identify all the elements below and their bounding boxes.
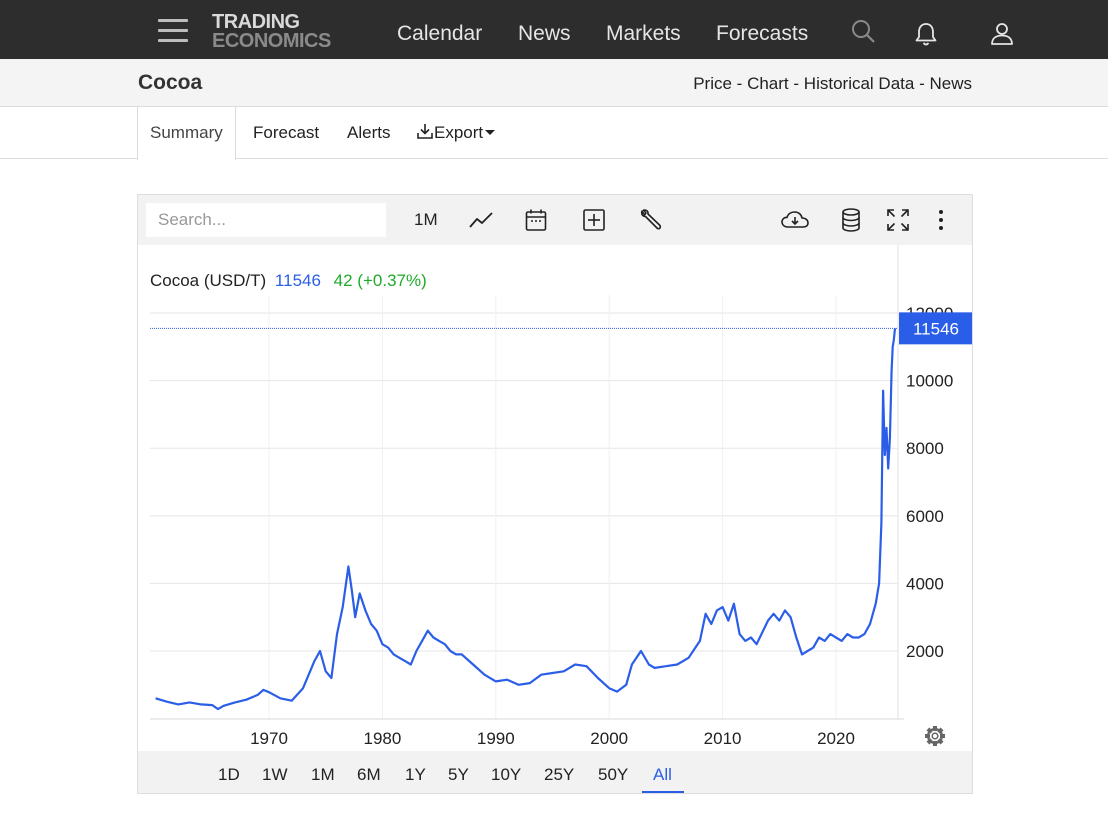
x-tick-label: 2000 — [590, 729, 628, 748]
tab-summary[interactable]: Summary — [137, 107, 236, 160]
subnav-news[interactable]: News — [929, 74, 972, 93]
line-chart-icon[interactable] — [468, 208, 494, 232]
legend-change: 42 (+0.37%) — [333, 271, 427, 290]
more-icon[interactable] — [936, 208, 946, 232]
y-tick-label: 6000 — [906, 507, 944, 526]
range-10y[interactable]: 10Y — [491, 765, 522, 784]
chart-legend: Cocoa (USD/T) 11546 42 (+0.37%) — [150, 271, 427, 291]
subnav-chart[interactable]: Chart — [747, 74, 789, 93]
range-1w[interactable]: 1W — [262, 765, 288, 784]
y-tick-label: 2000 — [906, 642, 944, 661]
subnav-price[interactable]: Price — [693, 74, 732, 93]
legend-last-price: 11546 — [274, 271, 321, 290]
fullscreen-icon[interactable] — [886, 208, 910, 232]
y-tick-label: 4000 — [906, 574, 944, 593]
y-tick-label: 8000 — [906, 439, 944, 458]
tab-export[interactable]: Export — [416, 107, 496, 159]
x-tick-label: 2010 — [704, 729, 742, 748]
range-6m[interactable]: 6M — [357, 765, 381, 784]
tab-forecast[interactable]: Forecast — [253, 123, 320, 142]
chart-panel: 1M — [137, 194, 973, 794]
range-5y[interactable]: 5Y — [448, 765, 469, 784]
price-chart[interactable]: 2000400060008000100001200019701980199020… — [138, 245, 972, 751]
subnav-separator: - — [919, 74, 925, 93]
download-icon — [417, 124, 433, 139]
sub-navigation: Price - Chart - Historical Data - News — [693, 74, 972, 94]
last-value-badge — [899, 312, 972, 345]
top-navbar: TRADING ECONOMICS Calendar News Markets … — [0, 0, 1108, 59]
range-1d[interactable]: 1D — [218, 765, 240, 784]
range-25y[interactable]: 25Y — [544, 765, 575, 784]
sub-header: Cocoa Price - Chart - Historical Data - … — [0, 59, 1108, 107]
range-selector: 1D 1W 1M 6M 1Y 5Y 10Y 25Y 50Y All — [138, 751, 972, 793]
subnav-historical-data[interactable]: Historical Data — [803, 74, 915, 93]
tab-export-label: Export — [434, 123, 484, 142]
bell-icon[interactable] — [913, 21, 939, 47]
x-tick-label: 1970 — [250, 729, 288, 748]
last-value-label: 11546 — [913, 319, 959, 338]
settings-gear-icon[interactable] — [925, 726, 945, 746]
wrench-icon[interactable] — [638, 208, 662, 232]
cloud-download-icon[interactable] — [780, 208, 810, 232]
chart-toolbar: 1M — [138, 195, 972, 245]
compare-icon[interactable] — [582, 208, 606, 232]
chart-area[interactable]: Cocoa (USD/T) 11546 42 (+0.37%) 2000 4000… — [138, 245, 972, 751]
legend-series-name: Cocoa (USD/T) — [150, 271, 267, 290]
y-tick-label: 10000 — [906, 372, 953, 391]
range-1m[interactable]: 1M — [311, 765, 335, 784]
page-title: Cocoa — [138, 71, 203, 94]
price-line — [155, 328, 897, 711]
range-all[interactable]: All — [653, 765, 672, 784]
range-50y[interactable]: 50Y — [598, 765, 629, 784]
user-icon[interactable] — [989, 21, 1015, 47]
database-icon[interactable] — [840, 208, 862, 232]
subnav-separator: - — [736, 74, 743, 93]
range-1y[interactable]: 1Y — [405, 765, 426, 784]
nav-forecasts[interactable]: Forecasts — [716, 22, 809, 45]
interval-selector[interactable]: 1M — [414, 210, 438, 229]
search-input[interactable] — [146, 203, 386, 237]
search-icon[interactable] — [850, 18, 876, 44]
nav-markets[interactable]: Markets — [606, 22, 681, 45]
x-tick-label: 1990 — [477, 729, 515, 748]
tabs-bar: Summary Forecast Alerts Export — [0, 107, 1108, 160]
x-tick-label: 2020 — [817, 729, 855, 748]
subnav-separator: - — [793, 74, 800, 93]
x-tick-label: 1980 — [363, 729, 401, 748]
active-range-indicator — [642, 791, 684, 793]
menu-icon[interactable] — [158, 19, 188, 43]
logo[interactable]: TRADING ECONOMICS — [212, 11, 331, 52]
chevron-down-icon — [485, 129, 496, 135]
nav-calendar[interactable]: Calendar — [397, 22, 483, 45]
nav-news[interactable]: News — [518, 22, 571, 45]
logo-line-2: ECONOMICS — [212, 30, 331, 52]
calendar-icon[interactable] — [524, 208, 548, 232]
tab-alerts[interactable]: Alerts — [347, 123, 391, 142]
logo-line-1: TRADING — [212, 11, 300, 33]
